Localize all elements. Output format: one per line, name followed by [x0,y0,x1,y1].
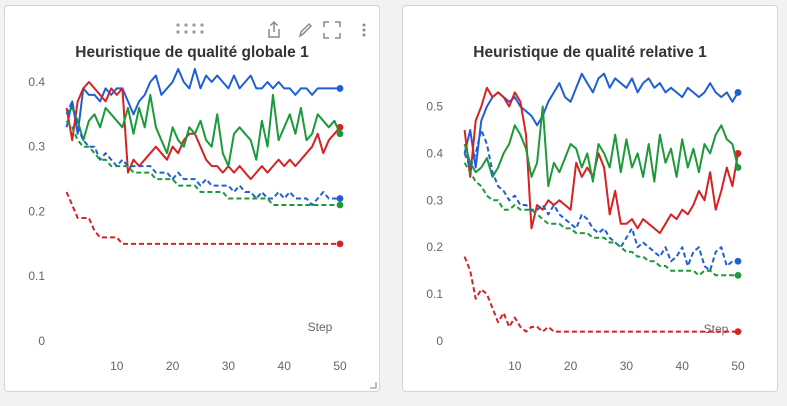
series-end-marker [336,130,344,138]
y-tick-label: 0 [38,334,45,348]
panel-toolbar [175,20,375,46]
y-tick-label: 0.2 [426,240,443,254]
x-axis-label: Step [308,320,333,334]
series-end-marker [336,201,344,209]
y-tick-label: 0.3 [426,193,443,207]
series-line-red-dashed [65,191,340,245]
series-line-green-solid [65,93,341,168]
series-end-marker [734,89,742,96]
panel-title: Heuristique de qualité globale 1 [75,44,309,61]
series-line-blue-dashed [463,129,738,272]
fullscreen-icon[interactable] [323,21,341,44]
x-tick-label: 50 [731,359,745,373]
y-tick-label: 0.1 [28,269,45,283]
series-end-marker [734,150,742,157]
series-end-marker [734,271,742,279]
y-tick-label: 0.3 [28,140,45,154]
edit-icon[interactable] [297,21,313,44]
series-end-marker [336,195,344,202]
series-line-green-dashed [65,120,340,206]
x-tick-label: 10 [508,359,522,373]
more-options-icon[interactable] [361,22,367,43]
chart-relative: 0 0.1 0.2 0.3 0.4 0.5 10 20 30 40 50 Step [426,72,745,373]
y-tick-label: 0 [436,334,443,348]
series-end-marker [336,85,344,92]
resize-handle-icon[interactable] [370,382,377,389]
share-icon[interactable] [267,20,281,44]
x-tick-label: 50 [333,359,347,373]
x-tick-label: 20 [564,359,578,373]
chart-global: 0 0.1 0.2 0.3 0.4 10 20 30 40 50 Step [28,68,347,373]
series-line-green-dashed [463,162,738,277]
series-line-red-dashed [463,256,738,333]
series-line-blue-solid [65,68,340,135]
x-tick-label: 40 [278,359,292,373]
x-tick-label: 30 [222,359,236,373]
series-line-red-solid [463,86,739,235]
x-tick-label: 10 [110,359,124,373]
x-tick-label: 20 [166,359,180,373]
x-tick-label: 40 [676,359,690,373]
y-tick-label: 0.4 [28,75,45,89]
series-end-marker [734,328,742,336]
x-tick-label: 30 [620,359,634,373]
y-tick-label: 0.1 [426,287,443,301]
panel-title: Heuristique de qualité relative 1 [473,44,707,61]
x-axis-label: Step [704,322,729,336]
y-tick-label: 0.5 [426,100,443,114]
series-end-marker [734,257,742,265]
series-end-marker [336,240,344,248]
y-tick-label: 0.2 [28,204,45,218]
series-line-red-solid [65,81,341,181]
series-line-blue-dashed [65,100,340,206]
y-tick-label: 0.4 [426,146,443,160]
chart-panel-global: Heuristique de qualité globale 1 0 0.1 0.2… [4,5,380,392]
chart-panel-relative: Heuristique de qualité relative 1 0 0.1 0.… [402,5,778,392]
drag-handle-icon[interactable] [175,22,209,41]
series-line-green-solid [463,105,739,188]
series-line-blue-solid [463,72,739,169]
series-end-marker [734,164,742,171]
